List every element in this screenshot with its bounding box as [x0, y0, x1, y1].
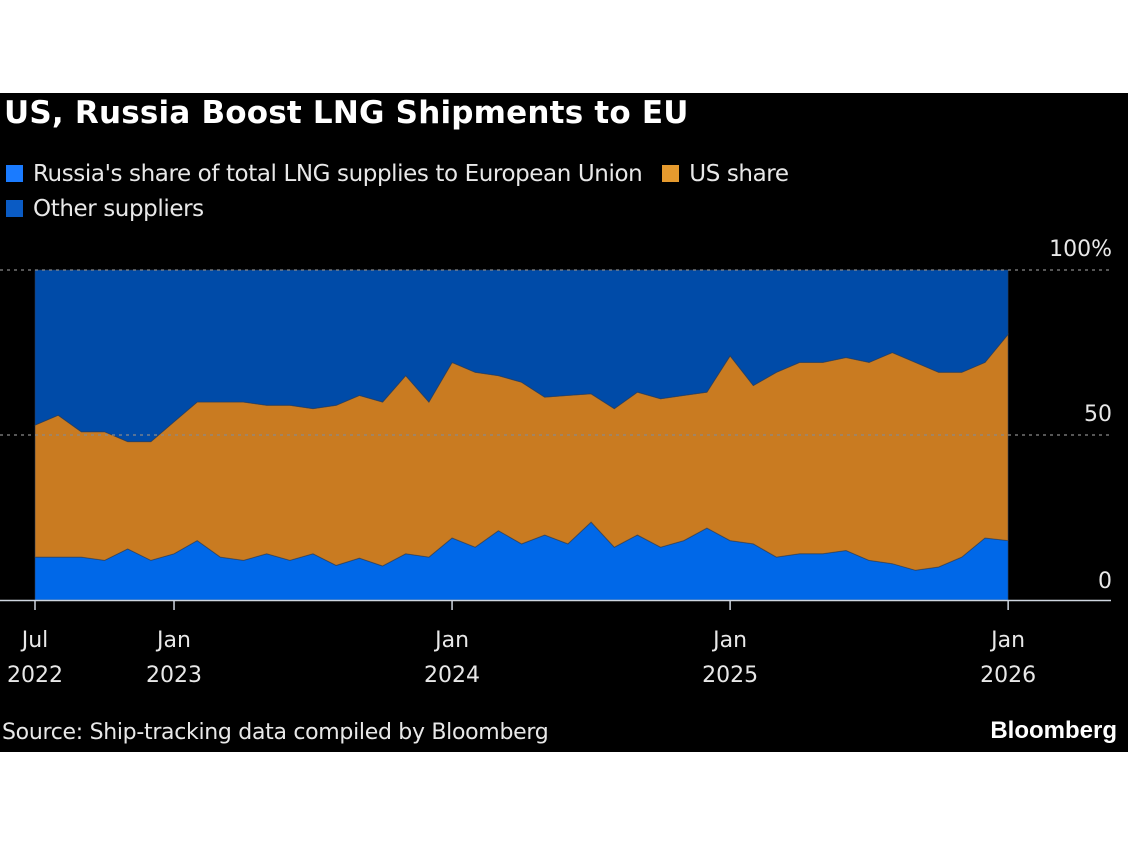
legend: Russia's share of total LNG supplies to … [6, 156, 1106, 226]
bloomberg-logo: Bloomberg [990, 717, 1117, 744]
legend-row-1: Russia's share of total LNG supplies to … [6, 156, 1106, 191]
area-other [34, 269, 1009, 443]
legend-label-russia: Russia's share of total LNG supplies to … [33, 160, 643, 187]
area-layers [34, 269, 1009, 601]
x-tick-label-year: 2025 [702, 663, 758, 688]
y-tick-label: 50 [1084, 402, 1112, 427]
chart-panel: US, Russia Boost LNG Shipments to EU Rus… [0, 93, 1128, 752]
y-tick-label: 0 [1098, 569, 1112, 594]
chart-title: US, Russia Boost LNG Shipments to EU [4, 95, 689, 131]
legend-swatch-russia [6, 165, 23, 182]
gridlines [0, 269, 1112, 436]
legend-row-2: Other suppliers [6, 191, 1106, 226]
legend-swatch-us [662, 165, 680, 182]
x-tick-label-month: Jan [989, 628, 1025, 653]
legend-item-us: US share [662, 160, 789, 187]
x-tick-label-month: Jan [433, 628, 469, 653]
x-tick-label-year: 2023 [146, 663, 202, 688]
x-tick-label-year: 2024 [424, 663, 480, 688]
legend-label-us: US share [689, 160, 789, 187]
x-tick-label-year: 2026 [980, 663, 1036, 688]
x-tick-label-year: 2022 [7, 663, 63, 688]
y-axis: 0 50 100% [1049, 237, 1112, 594]
stacked-area-chart: 0 50 100% Jul 2022 Jan 2023 Jan 2024 Jan 2025 Jan 2… [0, 237, 1112, 688]
y-tick-label: 100% [1049, 237, 1112, 262]
legend-swatch-other [6, 200, 23, 217]
legend-item-other: Other suppliers [6, 196, 204, 222]
x-tick-label-month: Jul [20, 628, 49, 653]
legend-item-russia: Russia's share of total LNG supplies to … [6, 160, 643, 187]
x-tick-label-month: Jan [711, 628, 747, 653]
legend-label-other: Other suppliers [33, 195, 204, 222]
x-tick-label-month: Jan [155, 628, 191, 653]
source-note: Source: Ship-tracking data compiled by B… [2, 720, 549, 745]
x-axis: Jul 2022 Jan 2023 Jan 2024 Jan 2025 Jan 2026 [0, 599, 1111, 688]
